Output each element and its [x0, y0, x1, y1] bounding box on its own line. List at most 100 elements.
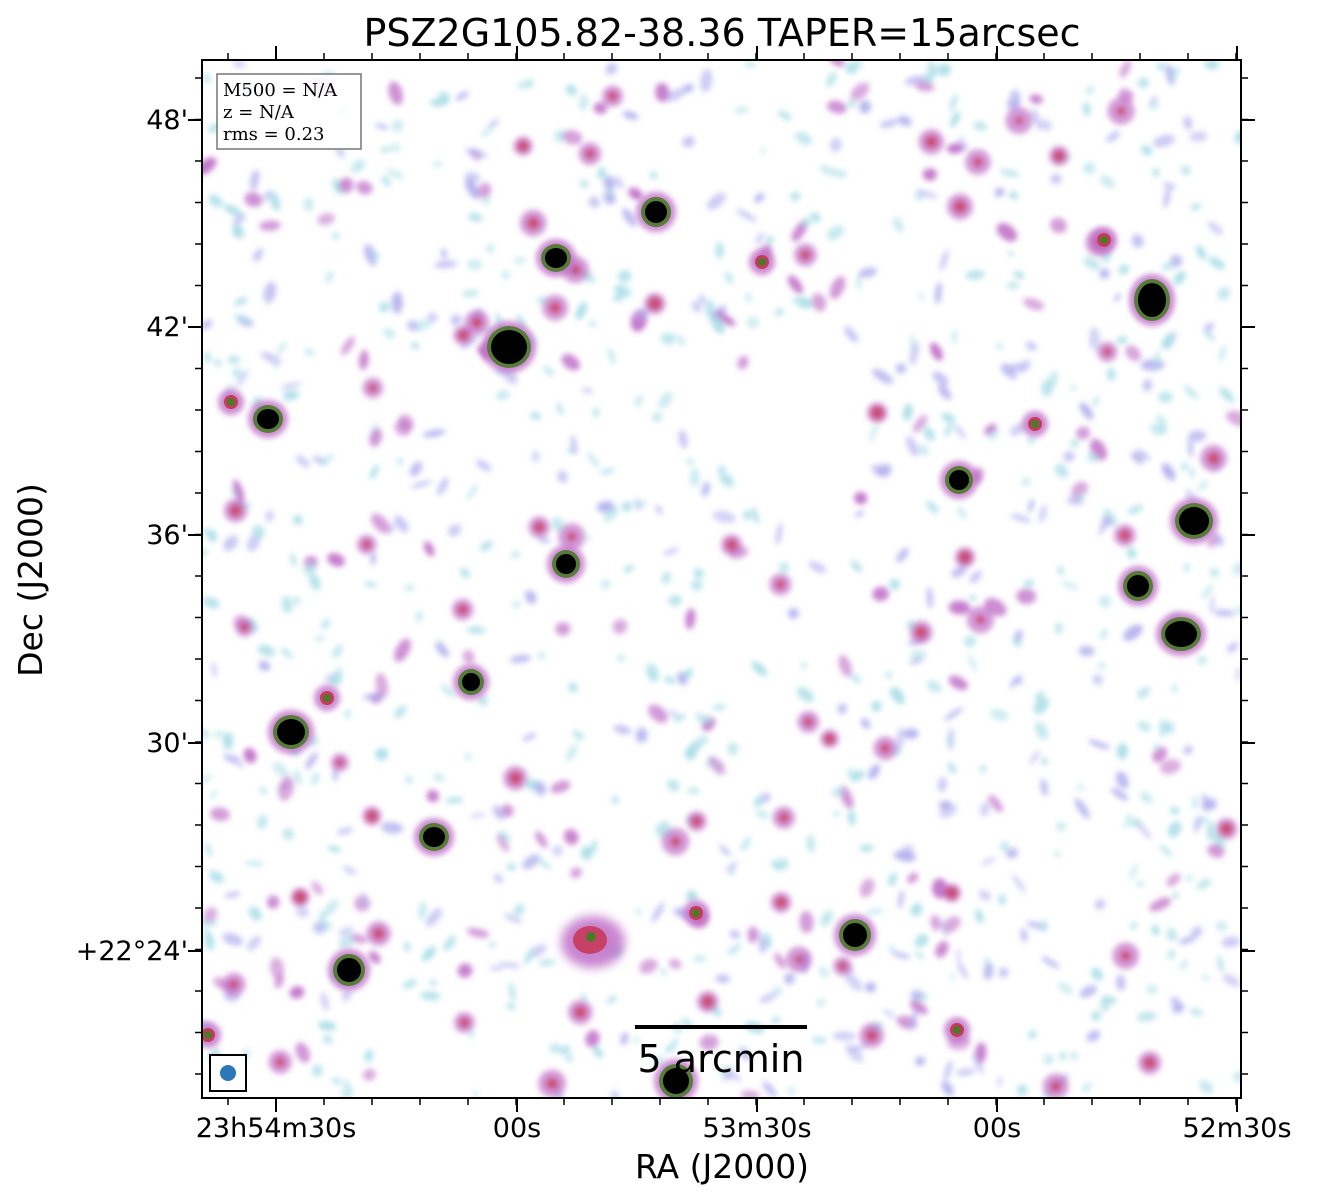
noise-blob [872, 586, 890, 602]
noise-blob [1010, 513, 1031, 523]
noise-blob [838, 654, 852, 678]
source-core [204, 1031, 212, 1039]
noise-blob [394, 515, 409, 533]
noise-blob [291, 596, 301, 606]
x-tick-label: 00s [493, 1113, 541, 1144]
noise-blob [426, 789, 440, 803]
noise-blob [475, 459, 492, 472]
noise-blob [620, 1032, 629, 1046]
noise-blob [889, 578, 901, 591]
faint-source [966, 606, 995, 634]
noise-blob [371, 513, 391, 534]
noise-blob [340, 1090, 349, 1098]
noise-blob [1055, 622, 1063, 634]
noise-blob [628, 187, 643, 200]
noise-blob [829, 137, 842, 152]
noise-blob [489, 966, 503, 971]
noise-blob [667, 333, 675, 346]
beam-indicator [209, 1054, 247, 1092]
noise-blob [759, 992, 778, 1004]
faint-source [820, 729, 839, 749]
faint-source-core [335, 758, 345, 767]
noise-blob [633, 1036, 640, 1044]
noise-blob [949, 94, 958, 112]
noise-blob [1201, 793, 1212, 810]
noise-blob [580, 846, 593, 860]
noise-blob [926, 500, 939, 514]
noise-blob [381, 175, 391, 187]
x-tick-label: 23h54m30s [196, 1113, 357, 1144]
faint-source-core [240, 623, 250, 632]
noise-blob [1159, 844, 1172, 858]
noise-blob [311, 1064, 323, 1077]
noise-blob [909, 658, 923, 665]
noise-blob [1170, 67, 1180, 80]
noise-blob [776, 858, 789, 871]
noise-blob [1183, 563, 1191, 572]
faint-source [786, 946, 812, 973]
noise-blob [930, 342, 943, 361]
noise-blob [856, 274, 862, 290]
noise-blob [1135, 449, 1151, 460]
noise-blob [844, 972, 863, 992]
noise-blob [1217, 286, 1231, 301]
noise-blob [364, 1049, 374, 1063]
noise-blob [1106, 367, 1116, 381]
noise-blob [1152, 168, 1160, 177]
noise-blob [535, 857, 552, 870]
noise-blob [865, 908, 884, 915]
faint-source-core [457, 604, 468, 615]
noise-blob [392, 142, 400, 152]
noise-blob [1033, 697, 1049, 715]
noise-blob [1149, 424, 1166, 436]
noise-blob [655, 82, 670, 103]
noise-blob [460, 568, 470, 579]
faint-source-core [293, 890, 307, 904]
noise-blob [998, 894, 1006, 905]
noise-blob [1127, 504, 1144, 515]
medium-source [218, 389, 244, 415]
noise-blob [223, 732, 234, 750]
noise-blob [506, 1003, 516, 1010]
noise-blob [1057, 982, 1073, 995]
noise-blob [939, 804, 958, 818]
noise-blob [342, 865, 357, 875]
faint-source [644, 292, 666, 315]
noise-blob [1089, 327, 1100, 351]
y-tick-label: 30' [146, 728, 188, 759]
noise-blob [292, 515, 303, 525]
noise-blob [1023, 297, 1045, 311]
noise-blob [612, 619, 628, 634]
noise-blob [845, 1044, 864, 1063]
noise-blob [915, 81, 935, 92]
source-core [1179, 507, 1209, 535]
noise-blob [1050, 173, 1062, 185]
noise-blob [343, 1079, 354, 1098]
noise-blob [210, 807, 230, 821]
noise-blob [565, 1054, 573, 1062]
noise-blob [1171, 684, 1178, 694]
noise-blob [1164, 721, 1175, 734]
noise-blob [898, 890, 904, 909]
source-core [1138, 283, 1166, 317]
noise-blob [654, 1056, 664, 1065]
faint-source-core [880, 743, 891, 754]
noise-blob [1039, 919, 1048, 932]
noise-blob [517, 81, 528, 90]
noise-blob [1201, 974, 1211, 981]
noise-blob [263, 190, 271, 202]
noise-blob [1083, 162, 1096, 175]
noise-blob [1166, 873, 1181, 887]
medium-source [202, 1022, 221, 1048]
faint-source-core [865, 1029, 878, 1042]
bright-source [834, 914, 876, 956]
noise-blob [1079, 402, 1094, 420]
noise-blob [506, 863, 517, 871]
noise-blob [497, 831, 511, 842]
noise-blob [525, 79, 534, 87]
noise-blob [1006, 281, 1020, 290]
noise-blob [850, 770, 866, 782]
noise-blob [719, 473, 735, 487]
noise-blob [391, 291, 403, 314]
